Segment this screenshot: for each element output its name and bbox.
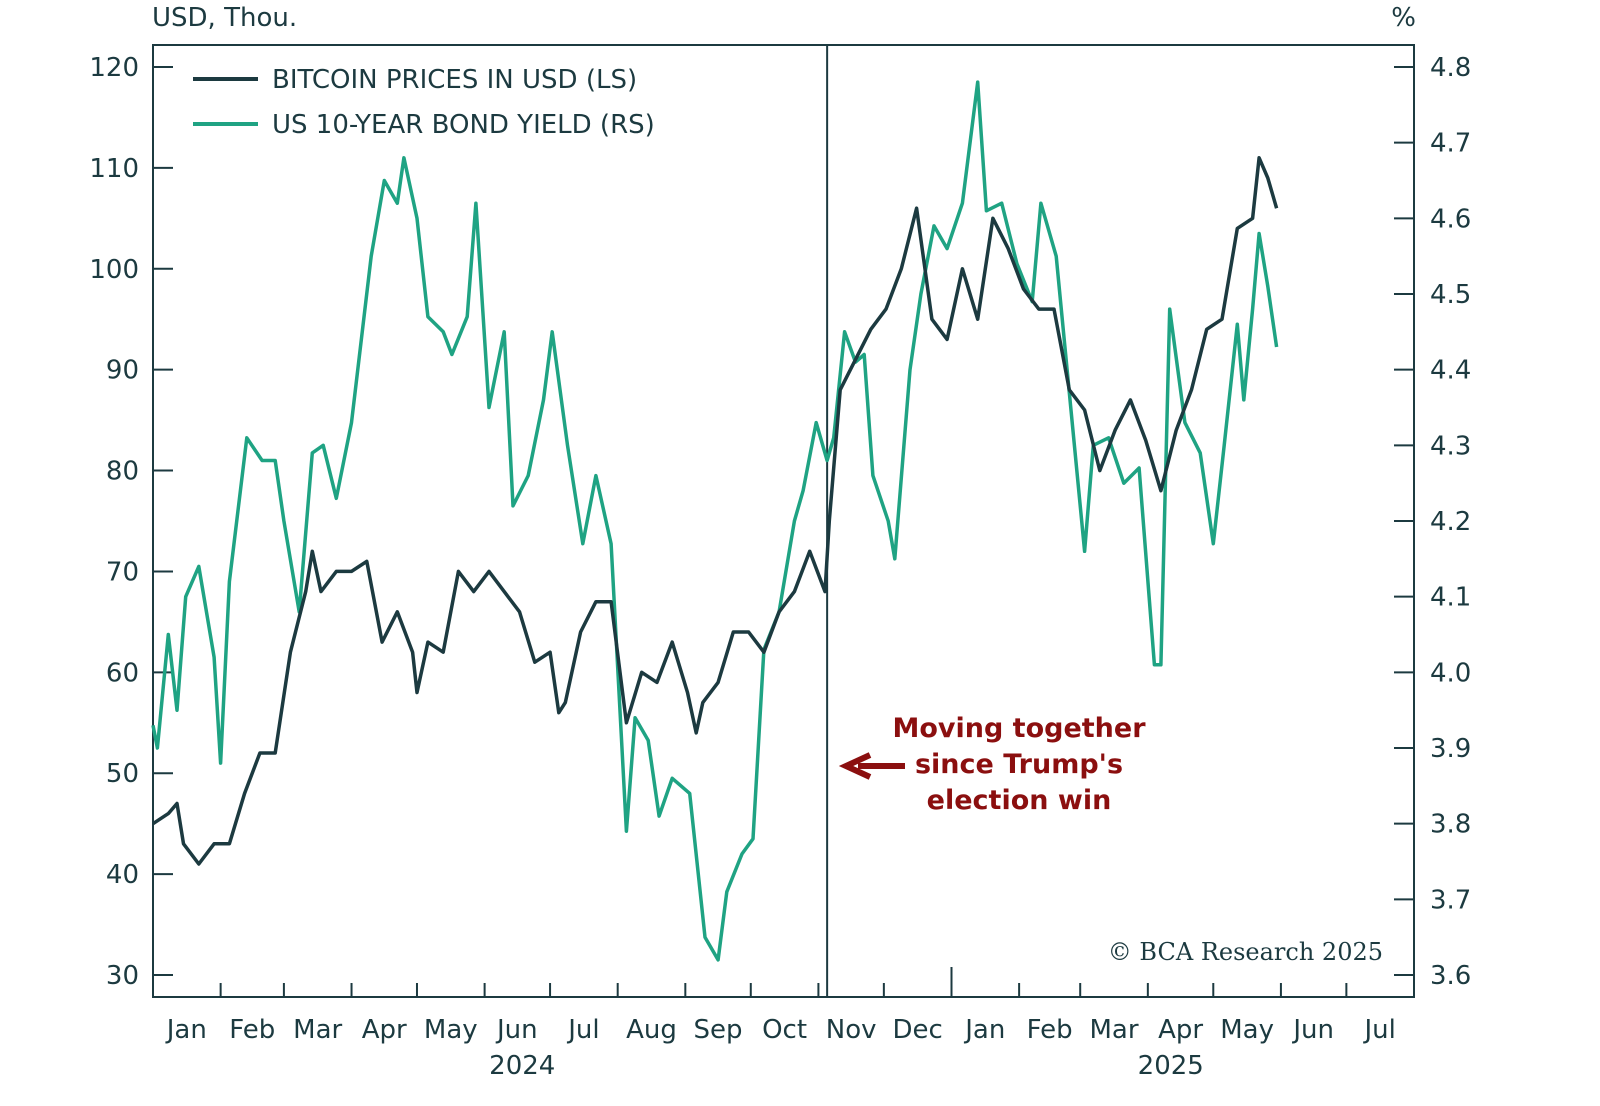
- arrow-left-icon: [838, 752, 905, 780]
- right-tick-label: 3.8: [1430, 810, 1471, 840]
- left-tick-label: 30: [106, 961, 139, 991]
- x-axis: Jan Feb Mar Apr May Jun Jul Aug Sep Oct Nov Dec Jan F…: [165, 967, 1396, 1081]
- year-label: 2024: [489, 1051, 555, 1081]
- left-axis-label: USD, Thou.: [152, 3, 297, 33]
- x-tick-label: Mar: [293, 1015, 342, 1045]
- x-tick-label: May: [424, 1015, 478, 1045]
- left-tick-label: 80: [106, 457, 139, 487]
- x-tick-label: Feb: [1027, 1015, 1073, 1045]
- x-tick-label: Mar: [1089, 1015, 1138, 1045]
- x-tick-label: Dec: [893, 1015, 943, 1045]
- left-tick-label: 120: [89, 53, 139, 83]
- year-label: 2025: [1138, 1051, 1204, 1081]
- right-tick-label: 4.3: [1430, 431, 1471, 461]
- x-tick-label: Oct: [762, 1015, 807, 1045]
- x-tick-label: Jan: [165, 1015, 207, 1045]
- right-tick-label: 4.4: [1430, 356, 1471, 386]
- right-tick-label: 3.9: [1430, 734, 1471, 764]
- x-tick-label: Nov: [826, 1015, 877, 1045]
- plot-frame: [152, 44, 1415, 998]
- bitcoin-price-line: [152, 156, 1279, 866]
- annotation-line-2: since Trump's: [915, 749, 1123, 780]
- x-tick-label: Aug: [626, 1015, 677, 1045]
- legend-label-bitcoin: BITCOIN PRICES IN USD (LS): [272, 65, 637, 95]
- x-tick-label: Jan: [963, 1015, 1005, 1045]
- right-axis-label: %: [1391, 3, 1416, 33]
- right-tick-label: 4.5: [1430, 280, 1471, 310]
- right-tick-label: 4.8: [1430, 53, 1471, 83]
- annotation-line-3: election win: [927, 785, 1112, 816]
- bond-yield-line: [151, 80, 1279, 962]
- left-tick-label: 70: [106, 557, 139, 587]
- right-tick-label: 3.6: [1430, 961, 1471, 991]
- right-tick-label: 4.1: [1430, 583, 1471, 613]
- left-tick-label: 40: [106, 860, 139, 890]
- left-tick-label: 100: [89, 255, 139, 285]
- x-tick-label: Sep: [694, 1015, 743, 1045]
- right-tick-label: 4.6: [1430, 204, 1471, 234]
- annotation-line-1: Moving together: [892, 713, 1146, 744]
- x-tick-label: Apr: [1158, 1015, 1203, 1045]
- left-axis: 30 40 50 60 70 80 90 100 110 120: [89, 53, 173, 991]
- legend-label-yield: US 10-YEAR BOND YIELD (RS): [272, 110, 655, 140]
- x-tick-label: Jul: [566, 1015, 599, 1045]
- x-tick-label: Jul: [1362, 1015, 1395, 1045]
- left-tick-label: 90: [106, 356, 139, 386]
- x-tick-label: Feb: [229, 1015, 275, 1045]
- left-tick-label: 110: [89, 154, 139, 184]
- left-tick-label: 50: [106, 759, 139, 789]
- x-tick-label: Apr: [362, 1015, 407, 1045]
- annotation: Moving together since Trump's election w…: [838, 713, 1146, 816]
- x-tick-label: May: [1220, 1015, 1274, 1045]
- x-tick-label: Jun: [495, 1015, 538, 1045]
- right-axis: 3.6 3.7 3.8 3.9 4.0 4.1 4.2 4.3 4.4 4.5 4.6 4.7 4.8: [1394, 53, 1471, 991]
- right-tick-label: 3.7: [1430, 885, 1471, 915]
- left-tick-label: 60: [106, 658, 139, 688]
- right-tick-label: 4.7: [1430, 129, 1471, 159]
- right-tick-label: 4.0: [1430, 658, 1471, 688]
- x-tick-label: Jun: [1291, 1015, 1334, 1045]
- series-lines: [151, 80, 1279, 962]
- right-tick-label: 4.2: [1430, 507, 1471, 537]
- legend: BITCOIN PRICES IN USD (LS) US 10-YEAR BO…: [193, 65, 655, 140]
- copyright: © BCA Research 2025: [1108, 938, 1383, 966]
